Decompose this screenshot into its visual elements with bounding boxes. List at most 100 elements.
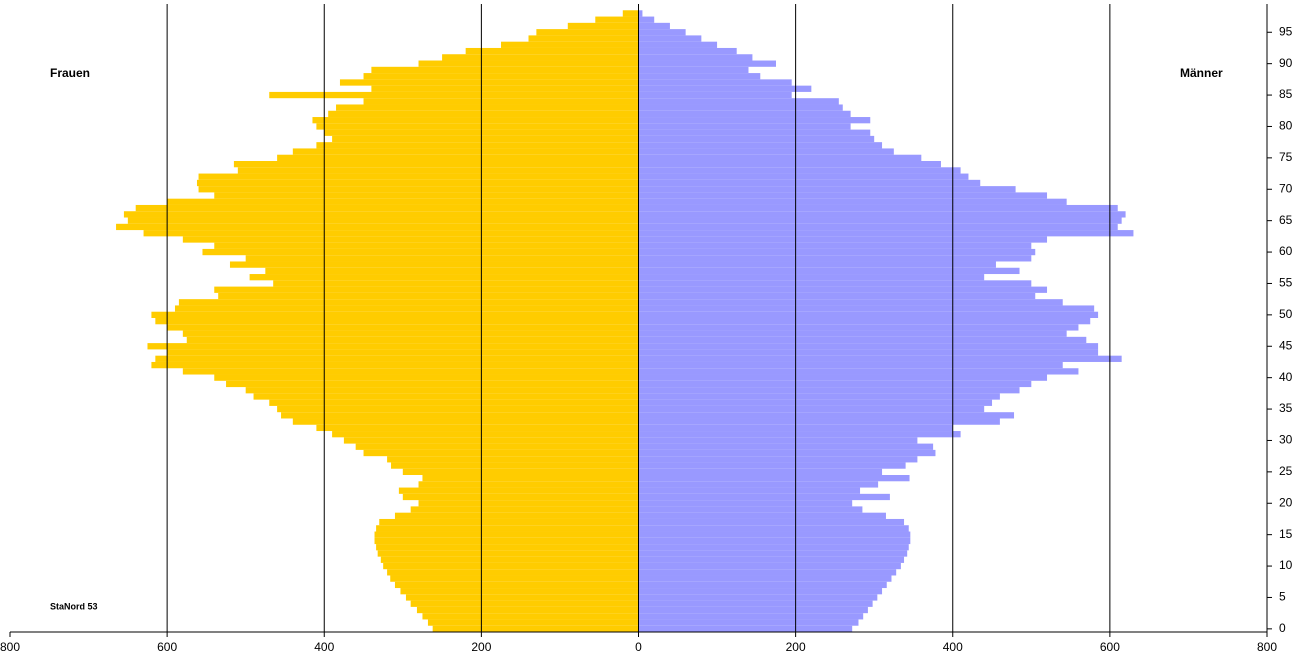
bar	[155, 355, 639, 362]
x-tick-label: 200	[786, 640, 806, 654]
bar	[638, 443, 934, 450]
bar	[638, 148, 894, 155]
bar	[567, 22, 639, 30]
bar	[638, 110, 851, 118]
bar	[638, 104, 843, 111]
bar	[376, 525, 639, 532]
bar	[638, 154, 922, 161]
right-label: Männer	[1180, 66, 1223, 80]
bar	[638, 518, 905, 526]
bar	[387, 456, 639, 463]
bar	[363, 98, 639, 105]
bar	[432, 625, 639, 632]
bar	[379, 518, 639, 526]
bar	[402, 468, 639, 475]
bar	[638, 588, 883, 595]
bar	[416, 606, 639, 614]
bar	[339, 79, 639, 86]
bar	[638, 305, 1095, 312]
bar	[638, 261, 996, 268]
bar	[638, 556, 905, 563]
bar	[638, 500, 853, 507]
bar	[638, 280, 1032, 287]
bar	[638, 35, 702, 42]
bar	[174, 305, 639, 312]
bar	[638, 230, 1134, 237]
bar	[638, 267, 1020, 275]
bar	[638, 569, 897, 576]
bar	[638, 211, 1126, 218]
bar	[638, 47, 737, 55]
bar	[214, 286, 639, 293]
bar	[638, 405, 985, 413]
y-tick-label: 75	[1279, 150, 1293, 164]
bar	[214, 374, 639, 381]
bar	[638, 324, 1079, 331]
bar	[638, 186, 1016, 193]
bar	[638, 481, 879, 488]
bar	[245, 387, 639, 394]
bar	[233, 161, 639, 168]
bar	[638, 73, 761, 80]
bar	[638, 60, 776, 67]
bar	[638, 217, 1122, 224]
bar	[638, 129, 871, 136]
bar	[135, 204, 639, 212]
bar	[265, 267, 639, 275]
y-tick-label: 30	[1279, 433, 1293, 447]
bar	[377, 550, 639, 557]
bar	[394, 512, 639, 519]
bar	[398, 487, 639, 494]
bar	[237, 167, 639, 174]
bar	[638, 431, 961, 438]
bar	[332, 135, 639, 143]
bar	[245, 255, 639, 262]
bar	[143, 230, 639, 237]
bar	[638, 91, 792, 99]
bar	[638, 487, 861, 494]
bar	[638, 437, 918, 444]
bar	[638, 16, 655, 23]
bar	[638, 286, 1048, 293]
bar	[273, 280, 639, 287]
bar	[638, 85, 812, 92]
bar	[528, 35, 639, 42]
bar	[638, 299, 1063, 306]
bar	[638, 343, 1099, 350]
bar	[292, 148, 639, 155]
bar	[638, 66, 749, 74]
bar	[400, 588, 639, 595]
bar	[638, 544, 909, 551]
bar	[638, 161, 941, 168]
bar	[638, 600, 873, 607]
bar	[638, 449, 936, 457]
bar	[638, 236, 1048, 243]
y-tick-label: 60	[1279, 244, 1293, 258]
y-tick-label: 95	[1279, 24, 1293, 38]
left-label: Frauen	[50, 66, 90, 80]
bar	[380, 556, 639, 563]
bar	[316, 123, 639, 130]
bar	[418, 500, 639, 507]
x-tick-label: 600	[157, 640, 177, 654]
bar	[595, 16, 639, 23]
bar	[638, 418, 1000, 425]
bar	[363, 449, 639, 457]
bar	[182, 236, 639, 243]
bar	[123, 211, 639, 218]
bar	[336, 104, 639, 111]
bar	[277, 405, 639, 413]
y-tick-label: 65	[1279, 213, 1293, 227]
y-tick-label: 20	[1279, 495, 1293, 509]
bar	[410, 600, 639, 607]
bar	[422, 613, 639, 620]
bar	[638, 255, 1032, 262]
bar	[198, 173, 639, 180]
bar	[405, 594, 639, 601]
bar	[638, 223, 1118, 231]
bar	[638, 167, 961, 174]
bar	[638, 399, 993, 406]
bar	[343, 437, 639, 444]
bar	[638, 330, 1067, 337]
bar	[328, 110, 639, 118]
